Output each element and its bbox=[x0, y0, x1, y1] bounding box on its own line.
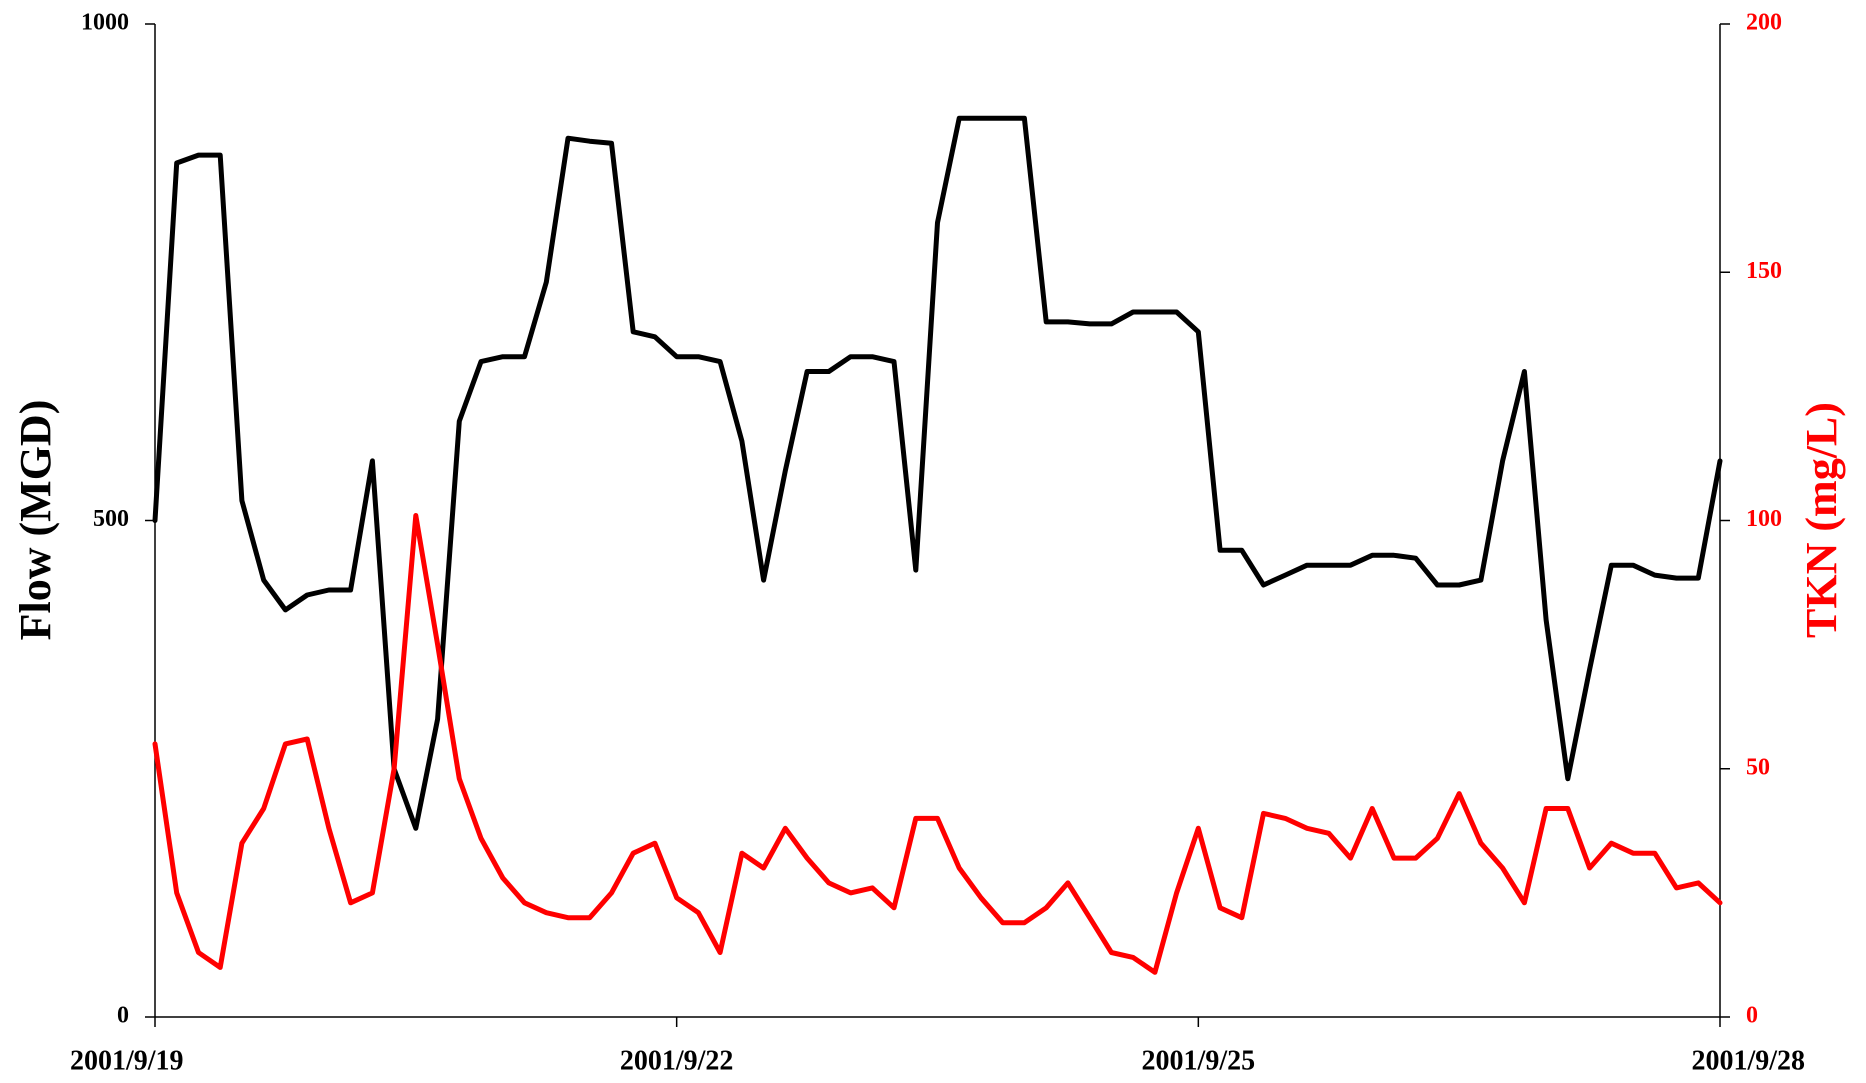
y2-tick-label: 200 bbox=[1746, 10, 1782, 36]
x-tick-label: 2001/9/28 bbox=[1691, 1045, 1805, 1076]
y-tick-label: 0 bbox=[117, 1003, 129, 1029]
series-line bbox=[152, 513, 1723, 975]
y-axis-label: Flow (MGD) bbox=[11, 400, 60, 641]
series-line bbox=[152, 115, 1723, 831]
x-tick-label: 2001/9/25 bbox=[1142, 1045, 1256, 1076]
y-tick-label: 500 bbox=[93, 506, 129, 532]
y2-tick-label: 0 bbox=[1746, 1003, 1758, 1029]
y-tick-label: 1000 bbox=[81, 10, 129, 36]
y2-tick-label: 150 bbox=[1746, 258, 1782, 284]
x-tick-label: 2001/9/22 bbox=[620, 1045, 734, 1076]
y2-tick-label: 50 bbox=[1746, 754, 1770, 780]
y2-tick-label: 100 bbox=[1746, 506, 1782, 532]
x-tick-label: 2001/9/19 bbox=[70, 1045, 184, 1076]
y2-axis-label: TKN (mg/L) bbox=[1797, 402, 1846, 638]
